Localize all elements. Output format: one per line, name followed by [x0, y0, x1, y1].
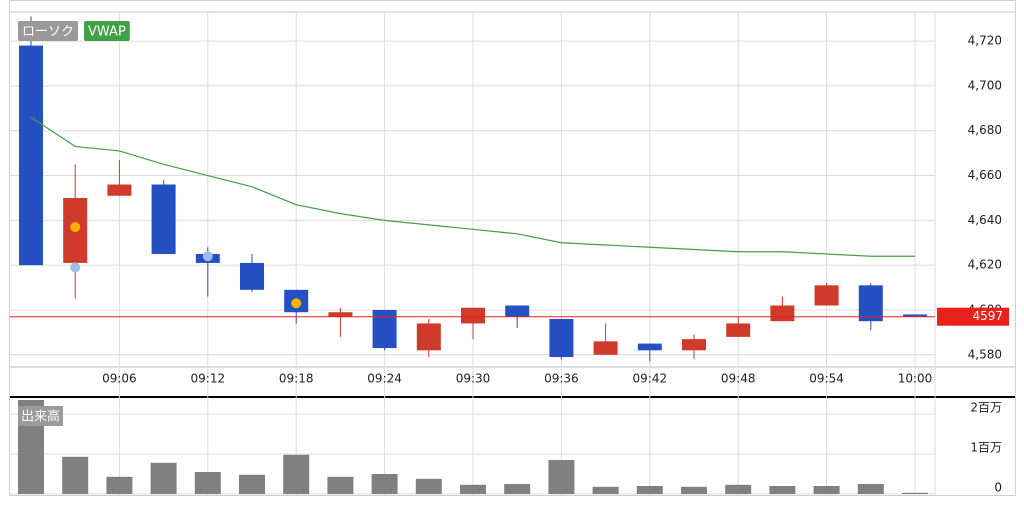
volume-bar: [681, 486, 707, 494]
x-tick-label: 09:24: [367, 372, 402, 386]
panel-title: 出来高: [21, 409, 60, 425]
volume-bar: [769, 486, 796, 494]
y-tick-label: 4,700: [968, 78, 1002, 92]
last-price-label: 4597: [972, 309, 1003, 323]
candle-body: [549, 318, 574, 358]
candle-body: [19, 45, 43, 266]
y-tick-label: 4,720: [968, 34, 1002, 48]
volume-bar: [902, 492, 928, 494]
y-tick-label: 4,680: [968, 123, 1002, 137]
marker-dot: [70, 262, 81, 273]
volume-bar: [150, 462, 177, 494]
volume-bar: [592, 486, 619, 494]
volume-bar: [725, 484, 752, 494]
volume-bar: [371, 474, 398, 494]
frame: [9, 0, 1016, 496]
x-tick-label: 09:36: [544, 372, 579, 386]
x-tick-label: 09:30: [456, 372, 491, 386]
legend-label: ローソク: [22, 25, 74, 40]
candle-body: [151, 184, 176, 254]
volume-bar: [327, 476, 354, 494]
candle-body: [461, 307, 485, 324]
volume-bar: [636, 486, 663, 494]
candle-body: [903, 314, 927, 317]
x-tick-label: 09:54: [809, 372, 844, 386]
y-tick-label: 4,640: [968, 213, 1002, 227]
candle-body: [505, 305, 530, 317]
candle-body: [637, 343, 662, 351]
x-tick-label: 10:00: [898, 372, 933, 386]
x-tick-label: 09:12: [191, 372, 226, 386]
volume-bar: [813, 486, 840, 494]
candle-body: [328, 312, 353, 317]
volume-bar: [504, 484, 531, 494]
volume-bar: [548, 460, 575, 494]
x-tick-label: 09:06: [102, 372, 137, 386]
last-price-box: [937, 307, 1009, 326]
candle-body: [240, 262, 264, 290]
panel-title-box: [18, 406, 64, 426]
y-tick-label: 4,580: [968, 347, 1002, 361]
y-tick-label: 4,660: [968, 168, 1002, 182]
candle-body: [107, 184, 132, 196]
candle-body: [858, 285, 883, 322]
legend-box: [84, 21, 130, 41]
y-tick-label: 1百万: [970, 441, 1002, 455]
marker-dot: [202, 251, 213, 262]
volume-bar: [106, 476, 133, 494]
vwap-line: [30, 116, 915, 257]
volume-bar: [415, 478, 442, 494]
y-tick-label: 0: [994, 481, 1002, 495]
volume-bar: [857, 484, 884, 494]
volume-bar: [62, 456, 89, 494]
legend-label: VWAP: [88, 25, 126, 40]
candle-body: [372, 309, 397, 349]
marker-dot: [291, 298, 302, 309]
y-tick-label: 4,620: [968, 258, 1002, 272]
y-tick-label: 2百万: [970, 401, 1002, 415]
x-tick-label: 09:18: [279, 372, 314, 386]
legend-box: [18, 21, 79, 41]
volume-bar: [239, 474, 265, 494]
volume-bar: [194, 472, 221, 494]
candle-body: [814, 285, 839, 306]
x-tick-label: 09:48: [721, 372, 756, 386]
volume-bar: [283, 454, 310, 494]
candle-body: [682, 339, 706, 351]
candle-body: [770, 305, 795, 322]
candle-body: [416, 323, 441, 351]
candle-body: [593, 341, 618, 355]
x-tick-label: 09:42: [633, 372, 668, 386]
candle-body: [726, 323, 751, 337]
volume-bar: [460, 484, 486, 494]
marker-dot: [70, 222, 81, 233]
